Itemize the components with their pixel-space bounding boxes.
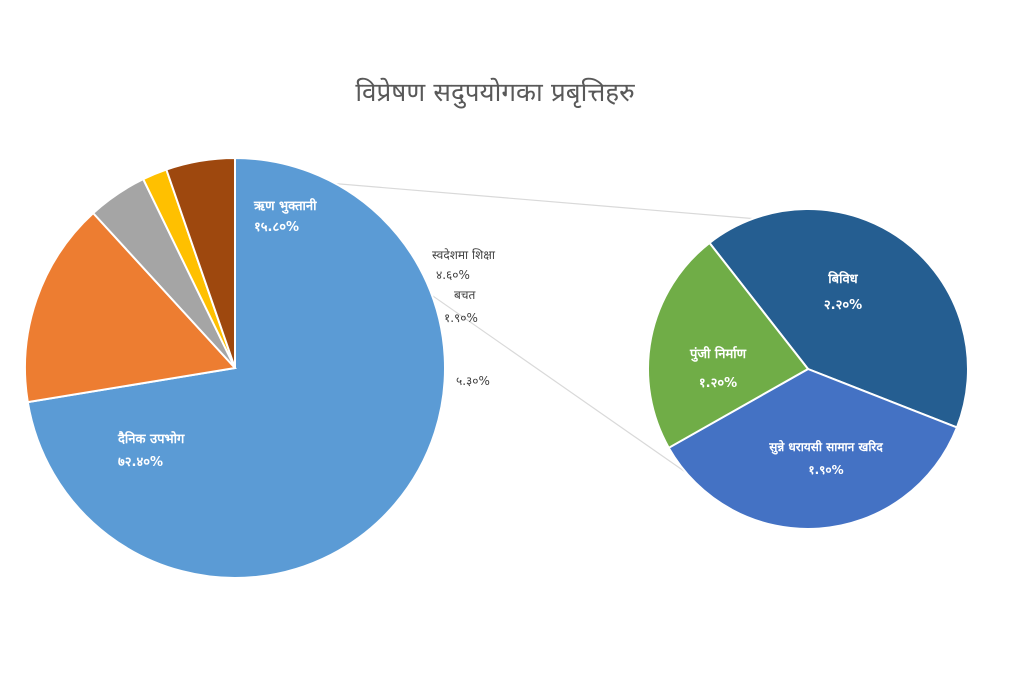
main-slice-2 (24, 211, 237, 404)
main-slice-label: दैनिक उपभोग (117, 431, 185, 447)
main-slice-value: ७२.४०% (118, 455, 163, 470)
sub-pie (647, 208, 969, 530)
sub-slice-2 (667, 367, 959, 530)
main-slice-label: ऋण भुक्तानी (253, 198, 317, 214)
main-slice-5 (165, 156, 236, 369)
slice-labels: दैनिक उपभोग ७२.४०% ऋण भुक्तानी १५.८०% स्वदेश… (117, 198, 883, 477)
main-pie (24, 156, 446, 579)
chart-title: विप्रेषण सदुपयोगका प्रबृत्तिहरु (355, 77, 635, 109)
sub-slice-value: १.९०% (808, 463, 843, 477)
main-slice-label: बचत (454, 288, 476, 302)
main-slice-value: ५.३०% (456, 374, 490, 388)
main-slice-1 (26, 156, 446, 579)
sub-slice-label: पुंजी निर्माण (689, 346, 747, 362)
main-slice-value: १.९०% (444, 311, 478, 325)
sub-slice-value: २.२०% (824, 298, 862, 313)
main-slice-value: ४.६०% (436, 268, 470, 282)
sub-slice-label: बिविध (827, 271, 858, 287)
sub-slice-label: सुन्ने धरायसी सामान खरिद (768, 440, 883, 455)
main-slice-value: १५.८०% (254, 220, 299, 235)
sub-slice-1 (708, 208, 969, 429)
sub-slice-value: १.२०% (699, 376, 737, 391)
main-slice-label: स्वदेशमा शिक्षा (432, 248, 496, 262)
sub-slice-3 (647, 241, 810, 450)
